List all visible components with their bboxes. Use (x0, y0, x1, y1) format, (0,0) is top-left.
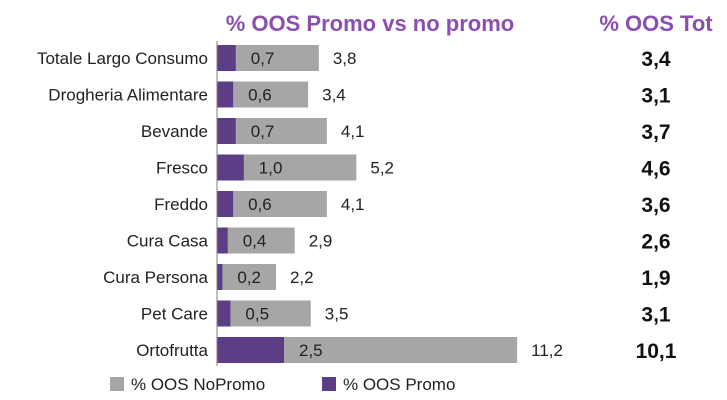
bar-promo (217, 154, 244, 181)
tot-value-label: 3,1 (641, 304, 671, 327)
tot-value-label: 4,6 (641, 158, 670, 181)
bar-promo (217, 81, 234, 108)
tot-value-label: 3,4 (641, 48, 671, 71)
nopromo-value-label: 5,2 (370, 159, 394, 178)
nopromo-value-label: 2,2 (290, 268, 314, 287)
nopromo-value-label: 11,2 (531, 341, 563, 360)
promo-value-label: 0,6 (248, 195, 272, 214)
nopromo-value-label: 4,1 (341, 122, 365, 141)
bar-promo (217, 300, 231, 327)
category-label: Bevande (141, 122, 208, 141)
tot-value-label: 3,6 (641, 194, 670, 217)
category-label: Cura Casa (127, 232, 209, 251)
category-label: Pet Care (141, 305, 208, 324)
promo-value-label: 0,7 (251, 49, 275, 68)
nopromo-value-label: 3,5 (325, 305, 349, 324)
category-label: Cura Persona (103, 268, 208, 287)
tot-value-label: 2,6 (641, 231, 670, 254)
category-label: Ortofrutta (136, 341, 208, 360)
legend-swatch-nopromo (110, 377, 124, 391)
bars-layer: Totale Largo Consumo 0,7 3,8 3,4 Drogheria A… (37, 45, 677, 363)
bar-nopromo (217, 227, 295, 254)
promo-value-label: 0,6 (248, 86, 272, 105)
bar-promo (217, 191, 234, 217)
promo-value-label: 1,0 (259, 159, 283, 178)
bar-promo (217, 337, 284, 363)
nopromo-value-label: 3,4 (322, 86, 346, 105)
promo-value-label: 0,4 (243, 232, 267, 251)
promo-value-label: 2,5 (299, 341, 323, 360)
chart-title: % OOS Promo vs no promo (226, 11, 514, 36)
bar-promo (217, 227, 228, 254)
bar-promo (217, 264, 223, 290)
bar-nopromo (217, 300, 311, 327)
bar-nopromo (217, 191, 327, 217)
nopromo-value-label: 4,1 (341, 195, 365, 214)
tot-value-label: 10,1 (636, 340, 677, 363)
bar-promo (217, 118, 236, 144)
tot-value-label: 3,7 (641, 121, 670, 144)
bar-nopromo (217, 264, 276, 290)
category-label: Drogheria Alimentare (48, 86, 208, 105)
promo-value-label: 0,7 (251, 122, 275, 141)
nopromo-value-label: 3,8 (333, 49, 357, 68)
legend-label-promo: % OOS Promo (343, 375, 455, 394)
promo-value-label: 0,2 (237, 268, 261, 287)
category-label: Totale Largo Consumo (37, 49, 208, 68)
category-label: Fresco (156, 159, 208, 178)
nopromo-value-label: 2,9 (309, 232, 333, 251)
tot-value-label: 3,1 (641, 85, 671, 108)
legend: % OOS NoPromo % OOS Promo (110, 375, 455, 394)
legend-swatch-promo (322, 377, 336, 391)
category-label: Freddo (154, 195, 208, 214)
tot-value-label: 1,9 (641, 267, 670, 290)
promo-value-label: 0,5 (245, 305, 269, 324)
tot-column-title: % OOS Tot (599, 11, 713, 36)
bar-promo (217, 45, 236, 71)
legend-label-nopromo: % OOS NoPromo (131, 375, 265, 394)
